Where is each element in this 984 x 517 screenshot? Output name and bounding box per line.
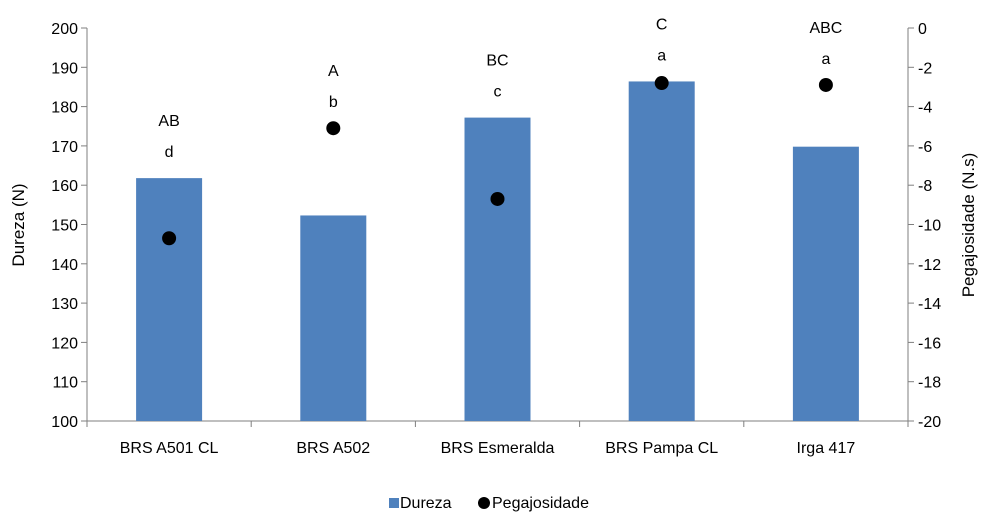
legend-marker-pegajosidade [478, 497, 490, 509]
right-tick-label: -12 [918, 257, 941, 274]
left-tick-label: 110 [52, 375, 78, 392]
left-tick-label: 160 [51, 178, 78, 195]
x-axis: BRS A501 CL BRS A502 BRS Esmeralda BRS Pamp… [86, 420, 909, 457]
dureza-letter: AB [158, 113, 179, 130]
dureza-letter: C [656, 16, 668, 33]
dureza-letter: ABC [809, 20, 842, 37]
left-tick-label: 170 [51, 139, 78, 156]
right-tick-label: -14 [918, 296, 941, 313]
left-tick-label: 190 [51, 60, 78, 77]
legend-label-dureza: Dureza [400, 495, 452, 512]
legend-label-pegajosidade: Pegajosidade [492, 495, 589, 512]
x-tick-label: BRS Esmeralda [441, 440, 555, 457]
x-tick-label: BRS Pampa CL [605, 440, 718, 457]
left-axis-title: Dureza (N) [9, 183, 28, 266]
right-tick-label: -2 [918, 60, 932, 77]
dureza-letter: BC [486, 53, 508, 70]
right-y-axis: -20-18-16-14-12-10-8-6-4-20 [907, 21, 941, 431]
point-pegajosidade [162, 231, 177, 246]
x-tick-label: BRS A502 [296, 440, 370, 457]
right-tick-label: -8 [918, 178, 932, 195]
right-tick-label: 0 [918, 21, 927, 38]
left-tick-label: 200 [51, 21, 78, 38]
left-tick-label: 150 [51, 218, 78, 235]
pegajosidade-letter: a [821, 51, 830, 68]
point-pegajosidade [654, 76, 669, 91]
legend-swatch-dureza [389, 498, 399, 508]
right-tick-label: -16 [918, 335, 941, 352]
x-tick-label: BRS A501 CL [120, 440, 219, 457]
bar-dureza [628, 81, 695, 421]
dureza-letter: A [328, 63, 339, 80]
right-tick-label: -18 [918, 375, 941, 392]
pegajosidade-letter: a [657, 47, 666, 64]
left-tick-label: 140 [51, 257, 78, 274]
left-tick-label: 180 [51, 100, 78, 117]
legend: Dureza Pegajosidade [389, 495, 589, 512]
left-y-axis: 100 110 120 130 140 150 160 170 180 190 200 [51, 21, 88, 431]
right-tick-label: -20 [918, 414, 941, 431]
point-pegajosidade [490, 191, 505, 206]
point-pegajosidade [326, 121, 341, 136]
pegajosidade-letter: b [329, 94, 338, 111]
right-tick-label: -4 [918, 100, 932, 117]
left-tick-label: 100 [51, 414, 78, 431]
point-pegajosidade [818, 77, 833, 92]
right-tick-label: -10 [918, 218, 941, 235]
bar-dureza [792, 146, 859, 421]
left-tick-label: 130 [51, 296, 78, 313]
pegajosidade-letter: d [165, 144, 174, 161]
right-axis-title: Pegajosidade (N.s) [959, 153, 978, 298]
bar-dureza [300, 215, 367, 421]
x-tick-label: Irga 417 [797, 440, 856, 457]
left-tick-label: 120 [51, 335, 78, 352]
pegajosidade-points [162, 76, 833, 246]
right-tick-label: -6 [918, 139, 932, 156]
significance-letters: AB d Ab BC c Ca ABC a [158, 16, 842, 161]
dureza-bars [136, 81, 859, 421]
bar-dureza [464, 117, 531, 421]
bar-dureza [136, 178, 203, 421]
pegajosidade-letter: c [494, 84, 502, 101]
